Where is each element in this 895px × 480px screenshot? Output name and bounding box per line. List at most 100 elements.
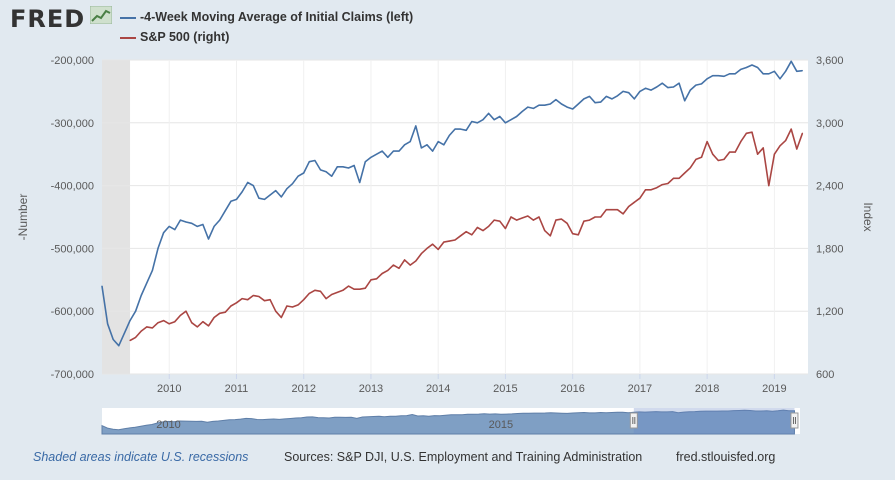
x-tick-label: 2019: [762, 383, 786, 395]
data-point-sp500: [319, 290, 322, 292]
y-right-axis-title: Index: [861, 202, 875, 231]
data-point-sp500: [168, 323, 170, 325]
data-point-sp500: [196, 326, 198, 328]
data-point-sp500: [734, 151, 736, 153]
data-point-sp500: [409, 264, 411, 266]
legend-swatch-claims: [120, 16, 136, 19]
data-point-sp500: [398, 267, 400, 269]
data-point-claims: [728, 73, 731, 75]
data-point-claims: [532, 107, 535, 109]
data-point-sp500: [773, 153, 775, 155]
data-point-claims: [555, 98, 557, 101]
data-point-claims: [415, 125, 417, 127]
data-point-sp500: [521, 217, 523, 219]
legend-label-sp500: S&P 500 (right): [140, 30, 230, 44]
fred-logo[interactable]: FRED: [10, 5, 86, 33]
data-point-sp500: [291, 306, 294, 308]
legend-swatch-sp500: [120, 36, 136, 39]
data-point-claims: [661, 82, 663, 84]
data-point-sp500: [364, 287, 366, 289]
navigator-handle[interactable]: [629, 412, 638, 429]
data-point-sp500: [650, 189, 652, 191]
data-point-sp500: [342, 289, 344, 291]
data-point-claims: [527, 106, 529, 108]
data-point-sp500: [510, 216, 512, 218]
data-point-sp500: [639, 197, 641, 199]
data-point-claims: [207, 238, 210, 240]
data-point-sp500: [583, 220, 585, 222]
data-point-claims: [572, 108, 574, 110]
data-point-claims: [353, 164, 355, 167]
data-point-claims: [325, 171, 327, 173]
data-point-claims: [291, 183, 294, 185]
data-point-claims: [347, 167, 350, 169]
data-point-claims: [235, 198, 238, 201]
data-point-sp500: [325, 298, 327, 300]
recession-note-link[interactable]: Shaded areas indicate U.S. recessions: [33, 450, 249, 464]
data-point-claims: [504, 122, 507, 124]
data-point-claims: [437, 141, 439, 143]
data-point-claims: [650, 89, 652, 91]
legend-item-claims[interactable]: -4-Week Moving Average of Initial Claims…: [120, 10, 413, 24]
navigator-selection: [633, 408, 795, 434]
data-point-claims: [146, 282, 148, 284]
data-point-sp500: [370, 279, 372, 281]
data-point-claims: [482, 119, 484, 121]
data-point-claims: [196, 225, 198, 228]
data-point-claims: [476, 122, 479, 124]
data-point-sp500: [426, 247, 428, 249]
data-point-sp500: [443, 241, 445, 243]
data-point-sp500: [577, 234, 579, 236]
data-point-claims: [123, 332, 126, 334]
data-point-sp500: [594, 216, 596, 218]
y-left-tick-label: -200,000: [51, 55, 94, 67]
data-point-sp500: [493, 219, 495, 221]
data-point-sp500: [230, 305, 232, 307]
x-tick-label: 2016: [560, 383, 584, 395]
data-point-claims: [336, 166, 338, 168]
data-point-sp500: [796, 148, 798, 150]
data-point-claims: [179, 219, 182, 221]
data-point-claims: [801, 70, 803, 72]
data-point-claims: [734, 73, 736, 75]
site-link[interactable]: fred.stlouisfed.org: [676, 450, 776, 464]
data-point-claims: [672, 86, 675, 88]
data-point-sp500: [616, 209, 619, 211]
data-point-sp500: [499, 220, 501, 222]
data-point-sp500: [790, 128, 792, 130]
data-point-sp500: [628, 205, 630, 208]
data-point-sp500: [185, 310, 187, 312]
data-point-sp500: [465, 231, 467, 233]
range-navigator[interactable]: 2010 2015: [101, 408, 800, 435]
sources-text: Sources: S&P DJI, U.S. Employment and Tr…: [284, 450, 643, 464]
x-tick-label: 2018: [695, 383, 719, 395]
data-point-claims: [454, 128, 456, 130]
data-point-sp500: [756, 153, 759, 155]
data-point-claims: [219, 219, 221, 221]
data-point-sp500: [224, 311, 226, 313]
chart-area: -200,000 3,600 -300,000 3,000 -400,000 2,400 -…: [16, 55, 875, 435]
data-point-claims: [263, 198, 266, 201]
data-point-sp500: [555, 219, 557, 221]
navigator-label: 2010: [156, 419, 180, 431]
data-point-sp500: [516, 219, 518, 221]
data-point-sp500: [667, 182, 669, 185]
data-point-claims: [667, 87, 669, 89]
data-point-claims: [499, 115, 501, 118]
x-tick-label: 2010: [157, 383, 181, 395]
legend-item-sp500[interactable]: S&P 500 (right): [120, 30, 229, 44]
y-left-tick-label: -300,000: [51, 118, 94, 130]
data-point-sp500: [308, 292, 310, 295]
data-point-claims: [768, 73, 770, 75]
data-point-claims: [790, 60, 792, 62]
data-point-claims: [779, 78, 781, 80]
data-point-claims: [465, 129, 467, 131]
data-point-claims: [185, 221, 187, 223]
data-point-sp500: [504, 227, 507, 230]
navigator-handle[interactable]: [790, 412, 799, 429]
data-point-claims: [168, 225, 170, 228]
data-point-claims: [577, 103, 579, 105]
y-right-tick-label: 3,000: [816, 118, 844, 130]
data-point-sp500: [460, 235, 462, 237]
data-point-claims: [398, 150, 400, 152]
